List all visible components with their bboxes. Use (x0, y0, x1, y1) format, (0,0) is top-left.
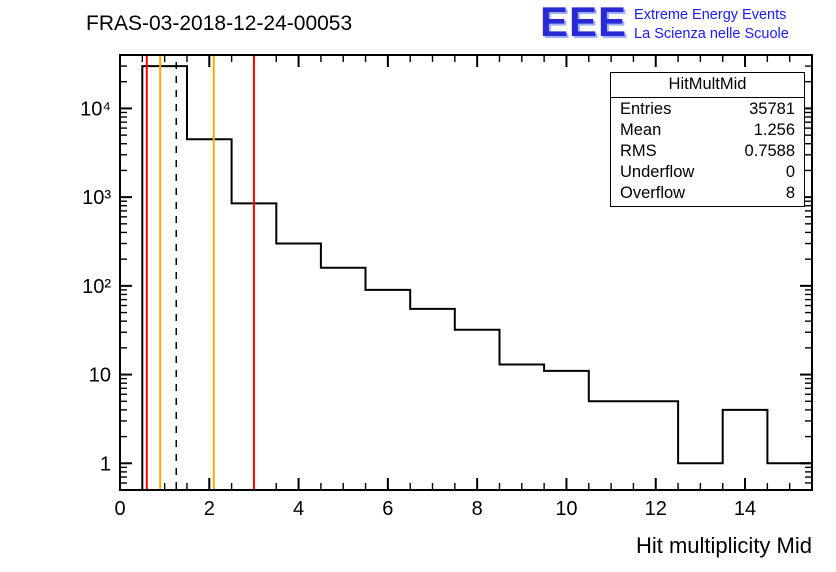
stat-label: Mean (620, 121, 662, 139)
stat-value: 35781 (749, 100, 795, 118)
x-tick-label: 12 (645, 498, 667, 520)
y-tick-label: 10 (89, 365, 111, 387)
y-tick-label: 10³ (82, 187, 111, 209)
eee-logo-letters: EEE (540, 0, 628, 45)
y-tick-label: 10⁴ (80, 98, 111, 120)
x-axis-title: Hit multiplicity Mid (635, 533, 812, 558)
stats-row: Overflow 8 (611, 182, 804, 203)
eee-logo-caption: Extreme Energy Events La Scienza nelle S… (634, 2, 789, 43)
stats-row: RMS 0.7588 (611, 140, 804, 161)
stat-label: Underflow (620, 163, 695, 181)
x-tick-label: 0 (114, 498, 125, 520)
y-tick-label: 10² (82, 276, 111, 298)
x-tick-label: 2 (204, 498, 215, 520)
stat-value: 0.7588 (744, 142, 795, 160)
stat-label: Overflow (620, 184, 686, 202)
x-tick-label: 8 (472, 498, 483, 520)
histogram-line (120, 65, 813, 491)
stat-label: Entries (620, 100, 672, 118)
plot-frame (119, 54, 813, 491)
stat-value: 0 (785, 163, 795, 181)
stats-row: Entries 35781 (611, 98, 804, 119)
x-tick-label: 14 (734, 498, 756, 520)
stat-value: 1.256 (753, 121, 795, 139)
plot-title: FRAS-03-2018-12-24-00053 (86, 12, 353, 35)
stats-title: HitMultMid (611, 73, 804, 98)
stat-label: RMS (620, 142, 657, 160)
stat-value: 8 (785, 184, 795, 202)
stats-row: Underflow 0 (611, 161, 804, 182)
stats-row: Mean 1.256 (611, 119, 804, 140)
eee-logo: EEE Extreme Energy Events La Scienza nel… (540, 0, 789, 45)
y-tick-label: 1 (100, 453, 111, 475)
eee-logo-line1: Extreme Energy Events (634, 7, 787, 23)
x-tick-label: 10 (555, 498, 577, 520)
eee-logo-line2: La Scienza nelle Scuole (634, 25, 789, 42)
x-tick-label: 4 (293, 498, 304, 520)
stats-box: HitMultMid Entries 35781 Mean 1.256 RMS … (610, 72, 805, 207)
x-tick-label: 6 (382, 498, 393, 520)
